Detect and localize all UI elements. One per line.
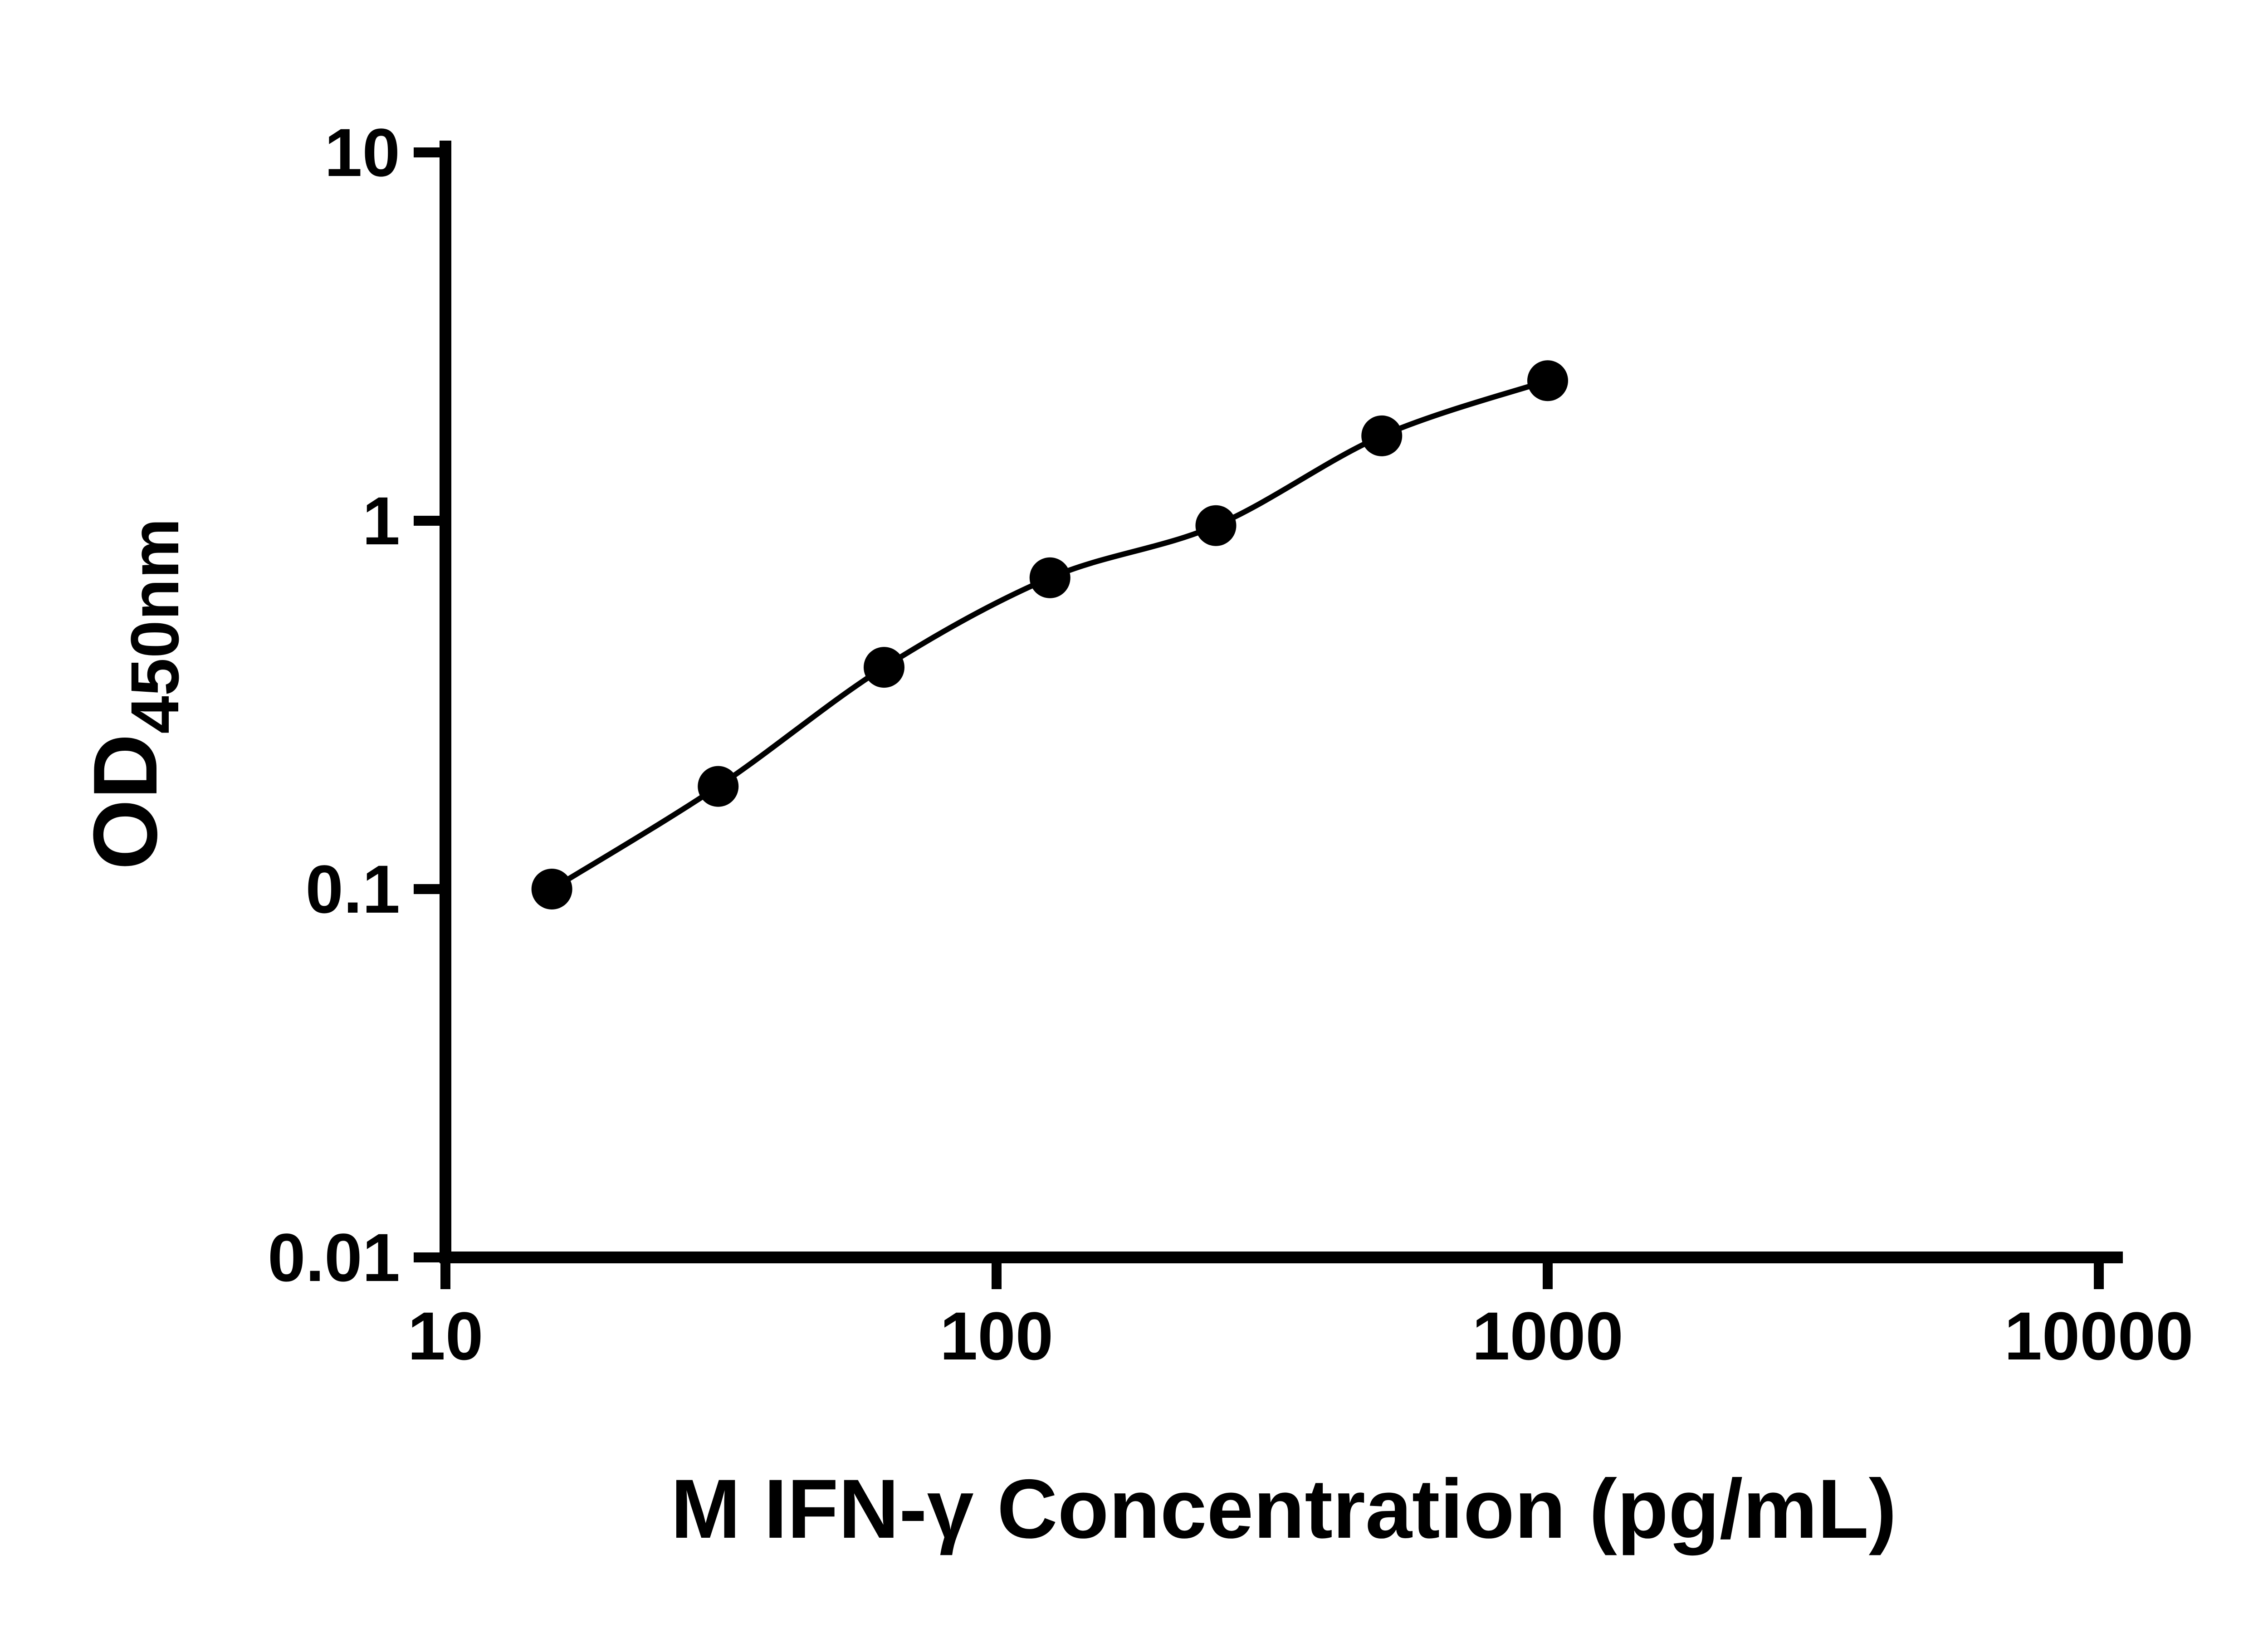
data-point xyxy=(698,766,739,807)
data-point xyxy=(1361,415,1403,456)
y-axis-title: OD450nm xyxy=(75,518,193,870)
y-tick-label: 0.01 xyxy=(268,1219,400,1296)
data-point xyxy=(1195,505,1237,546)
x-axis-title: M IFN-γ Concentration (pg/mL) xyxy=(671,1462,1897,1556)
y-tick-label: 1 xyxy=(362,483,400,559)
x-tick-label: 100 xyxy=(940,1298,1053,1374)
axes xyxy=(440,141,2123,1263)
y-tick-label: 0.1 xyxy=(305,851,400,927)
x-tick-label: 10000 xyxy=(2004,1298,2193,1374)
plot-area: 10 100 1000 10000 0.01 0.1 1 10 xyxy=(268,114,2194,1374)
data-point xyxy=(531,869,572,909)
x-tick-label: 1000 xyxy=(1472,1298,1623,1374)
y-axis-title-sub: 450nm xyxy=(117,518,193,733)
y-tick-label: 10 xyxy=(324,114,400,191)
x-tick-label: 10 xyxy=(408,1298,484,1374)
data-point xyxy=(1527,360,1568,401)
data-point xyxy=(863,647,904,688)
y-axis-title-main: OD xyxy=(75,734,176,870)
data-point xyxy=(1029,557,1070,598)
standard-curve-line xyxy=(550,378,1549,892)
